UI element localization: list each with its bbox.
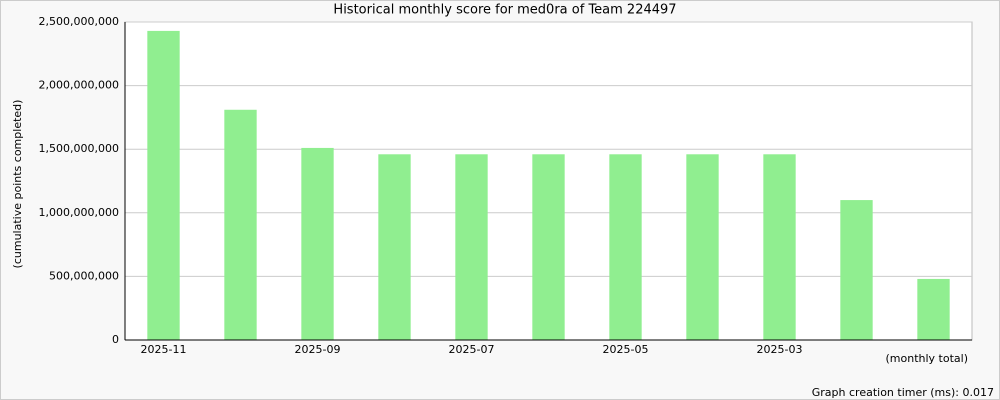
x-tick-label: 2025-05: [603, 343, 649, 356]
bar: [301, 147, 334, 340]
chart-title: Historical monthly score for med0ra of T…: [333, 3, 676, 18]
bar: [532, 154, 565, 340]
bar: [224, 109, 257, 340]
bar: [378, 154, 411, 340]
y-axis-label: (cumulative points completed): [11, 100, 24, 269]
y-tick-label: 0: [112, 333, 119, 346]
bar: [455, 154, 488, 340]
bar: [609, 154, 642, 340]
bar: [763, 154, 796, 340]
x-tick-label: 2025-03: [757, 343, 803, 356]
bar: [917, 278, 950, 340]
bar: [147, 30, 180, 341]
x-tick-label: 2025-07: [449, 343, 495, 356]
y-tick-label: 2,000,000,000: [39, 79, 119, 92]
bar: [686, 154, 719, 340]
y-tick-label: 2,500,000,000: [39, 15, 119, 28]
footer: Graph creation timer (ms): 0.017: [812, 386, 994, 399]
y-tick-label: 500,000,000: [49, 269, 119, 282]
y-tick-label: 1,500,000,000: [39, 142, 119, 155]
x-axis-label: (monthly total): [886, 352, 969, 365]
y-tick-label: 1,000,000,000: [39, 206, 119, 219]
bar: [840, 200, 873, 340]
x-tick-label: 2025-09: [295, 343, 341, 356]
x-tick-label: 2025-11: [141, 343, 187, 356]
